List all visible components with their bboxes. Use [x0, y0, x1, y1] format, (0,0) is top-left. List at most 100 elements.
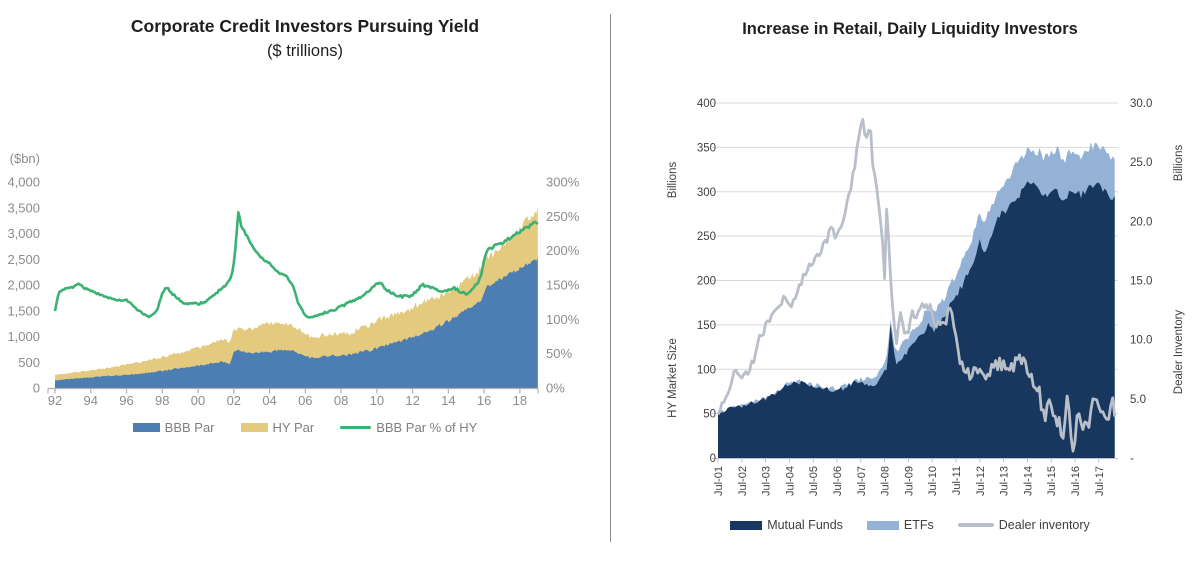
legend-label: ETFs: [903, 518, 934, 532]
x-axis-tick-label: Jul-10: [927, 466, 939, 496]
pct-axis-tick-label: 200%: [546, 243, 580, 258]
y-axis-tick-label: 30.0: [1130, 98, 1152, 110]
y-axis-tick-label: 2,500: [7, 252, 40, 267]
y-axis-tick-label: 0: [710, 453, 716, 465]
y-axis-tick-label: 1,500: [7, 303, 40, 318]
x-axis-tick-label: 08: [334, 393, 348, 408]
x-axis: [47, 387, 539, 394]
pct-axis-tick-label: 250%: [546, 209, 580, 224]
panel-divider: [610, 14, 611, 542]
left-chart-plot: ($bn) 4,000 3,500 3,000 2,500 2,000 1,500 1,000…: [7, 151, 579, 408]
left-y-axis-labels: ($bn) 4,000 3,500 3,000 2,500 2,000 1,500 1,000…: [7, 151, 40, 396]
y-axis-tick-label: 2,000: [7, 278, 40, 293]
x-axis-tick-label: Jul-03: [761, 466, 773, 496]
y-axis-tick-label: 50: [703, 409, 716, 421]
pct-axis-tick-label: 150%: [546, 278, 580, 293]
x-axis-tick-label: Jul-09: [903, 466, 915, 496]
y-axis-tick-label: 10.0: [1130, 335, 1152, 347]
left-chart-legend: BBB Par HY Par BBB Par % of HY: [40, 420, 570, 435]
y-axis-tick-label: 5.0: [1130, 394, 1146, 406]
legend-label: Mutual Funds: [767, 518, 843, 532]
x-axis-tick-label: Jul-01: [713, 466, 725, 496]
y-axis-tick-label: 250: [697, 231, 716, 243]
left-chart-subtitle: ($ trillions): [266, 42, 344, 60]
legend-label: BBB Par: [164, 420, 215, 435]
y-axis-tick-label: 100: [697, 364, 716, 376]
axis-title-billions: Billions: [1173, 145, 1185, 182]
legend-area-swatch-etfs: [866, 520, 899, 530]
y-axis-tick-label: -: [1130, 453, 1134, 465]
dealer-inventory-line: [716, 118, 1117, 453]
x-axis-tick-label: Jul-08: [880, 466, 892, 496]
axis-unit-label: ($bn): [10, 151, 40, 166]
legend-label: HY Par: [272, 420, 315, 435]
y-axis-tick-label: 300: [697, 187, 716, 199]
x-axis-tick-label: Jul-04: [784, 466, 796, 496]
x-axis-tick-label: 10: [370, 393, 384, 408]
mutual-funds-area: [718, 181, 1115, 459]
x-axis-tick-label: 12: [405, 393, 419, 408]
x-axis-tick-label: Jul-15: [1046, 466, 1058, 496]
x-axis-tick-label: Jul-05: [808, 466, 820, 496]
x-axis-tick-label: 18: [513, 393, 527, 408]
x-axis-tick-label: Jul-07: [856, 466, 868, 496]
x-axis-tick-label: Jul-06: [832, 466, 844, 496]
y-axis-tick-label: 350: [697, 142, 716, 154]
x-axis-tick-label: 16: [477, 393, 491, 408]
x-axis-tick-label: 96: [119, 393, 133, 408]
axis-title-billions: Billions: [667, 162, 679, 199]
y-axis-tick-label: 1,000: [7, 329, 40, 344]
x-axis-labels: 92 94 96 98 00 02 04 06 08 10 12 14 16 18: [48, 393, 527, 408]
x-axis-tick-label: 04: [262, 393, 276, 408]
legend-label: BBB Par % of HY: [376, 420, 478, 435]
bbb-par-area: [55, 257, 538, 388]
legend-item-hy-par: HY Par: [240, 420, 315, 435]
y-axis-tick-label: 3,500: [7, 200, 40, 215]
x-axis-tick-label: Jul-14: [1022, 466, 1034, 496]
legend-item-bbb-par: BBB Par: [132, 420, 215, 435]
pct-axis-tick-label: 0%: [546, 381, 565, 396]
y-axis-tick-label: 400: [697, 98, 716, 110]
x-axis-tick-label: Jul-16: [1070, 466, 1082, 496]
x-axis: [712, 458, 1118, 463]
bbb-pct-line: [53, 211, 539, 319]
legend-item-bbb-par-of-hy: BBB Par % of HY: [340, 420, 477, 435]
axis-title-dealer-inventory: Dealer Inventory: [1173, 310, 1185, 395]
legend-item-dealer-inventory: Dealer inventory: [957, 518, 1090, 532]
right-chart-legend: Mutual Funds ETFs Dealer inventory: [655, 518, 1165, 532]
x-axis-tick-label: Jul-02: [737, 466, 749, 496]
x-axis-tick-label: Jul-17: [1094, 466, 1106, 496]
left-y-axis-labels: 400 350 300 250 200 150 100 50 0: [697, 98, 716, 465]
pct-axis-tick-label: 100%: [546, 312, 580, 327]
x-axis-labels: Jul-01 Jul-02 Jul-03 Jul-04 Jul-05 Jul-06 Jul-…: [713, 466, 1106, 496]
y-axis-tick-label: 500: [18, 355, 40, 370]
axis-titles: Billions HY Market Size Billions Dealer Inv…: [667, 145, 1185, 418]
y-axis-tick-label: 150: [697, 320, 716, 332]
y-axis-tick-label: 200: [697, 276, 716, 288]
legend-item-mutual-funds: Mutual Funds: [730, 518, 843, 532]
left-chart-title: Corporate Credit Investors Pursuing Yiel…: [130, 16, 480, 36]
legend-item-etfs: ETFs: [866, 518, 934, 532]
legend-label: Dealer inventory: [998, 518, 1090, 532]
legend-area-swatch-mutual-funds: [730, 520, 763, 530]
axis-title-hy-market-size: HY Market Size: [667, 338, 679, 418]
x-axis-tick-label: 06: [298, 393, 312, 408]
x-axis-tick-label: 98: [155, 393, 169, 408]
pct-axis-tick-label: 50%: [546, 346, 572, 361]
x-axis-tick-label: Jul-13: [999, 466, 1011, 496]
right-chart-plot: 400 350 300 250 200 150 100 50 0 30.0 25.0 20.0 15.0…: [667, 98, 1185, 496]
x-axis-tick-label: Jul-12: [975, 466, 987, 496]
y-axis-tick-label: 15.0: [1130, 276, 1152, 288]
legend-line-swatch-dealer-inventory: [957, 523, 994, 527]
x-axis-tick-label: 02: [227, 393, 241, 408]
right-y-axis-labels: 30.0 25.0 20.0 15.0 10.0 5.0 -: [1130, 98, 1152, 465]
right-y-axis-labels: 300% 250% 200% 150% 100% 50% 0%: [546, 175, 580, 396]
x-axis-tick-label: 14: [441, 393, 455, 408]
legend-area-swatch-hy-par: [240, 423, 268, 432]
y-axis-tick-label: 4,000: [7, 175, 40, 190]
y-axis-tick-label: 25.0: [1130, 157, 1152, 169]
x-axis-tick-label: 00: [191, 393, 205, 408]
y-axis-tick-label: 3,000: [7, 226, 40, 241]
